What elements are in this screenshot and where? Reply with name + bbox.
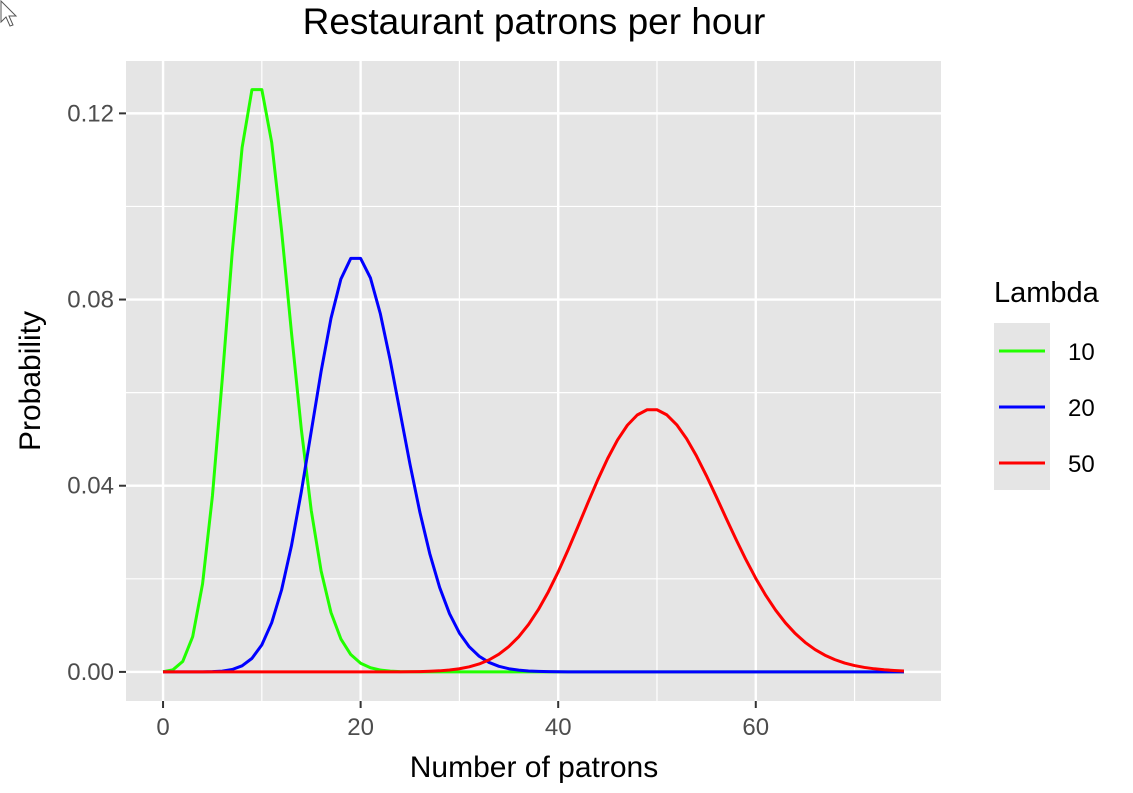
grid-minor xyxy=(126,61,941,701)
y-tick-label: 0.12 xyxy=(67,100,114,127)
plot-panel xyxy=(126,61,941,701)
legend-label-20: 20 xyxy=(1068,395,1095,422)
mouse-cursor-icon xyxy=(0,0,18,27)
x-tick-label: 60 xyxy=(742,714,769,741)
x-axis-label: Number of patrons xyxy=(410,751,658,784)
chart-title: Restaurant patrons per hour xyxy=(303,1,766,42)
series-line-lambda-20 xyxy=(163,256,904,674)
y-axis: 0.00 0.04 0.08 0.12 xyxy=(67,100,126,686)
y-tick-label: 0.08 xyxy=(67,287,114,314)
legend: Lambda 10 20 50 xyxy=(994,277,1100,490)
legend-label-10: 10 xyxy=(1068,339,1095,366)
x-tick-label: 20 xyxy=(347,714,374,741)
series-lines xyxy=(162,88,905,674)
y-tick-label: 0.04 xyxy=(67,473,114,500)
x-tick-label: 40 xyxy=(545,714,572,741)
y-axis-label: Probability xyxy=(14,311,47,451)
x-tick-label: 0 xyxy=(156,714,169,741)
legend-label-50: 50 xyxy=(1068,451,1095,478)
y-tick-label: 0.00 xyxy=(67,659,114,686)
x-axis: 0 20 40 60 xyxy=(156,701,769,741)
series-line-lambda-50 xyxy=(163,408,905,674)
legend-title: Lambda xyxy=(994,277,1100,309)
